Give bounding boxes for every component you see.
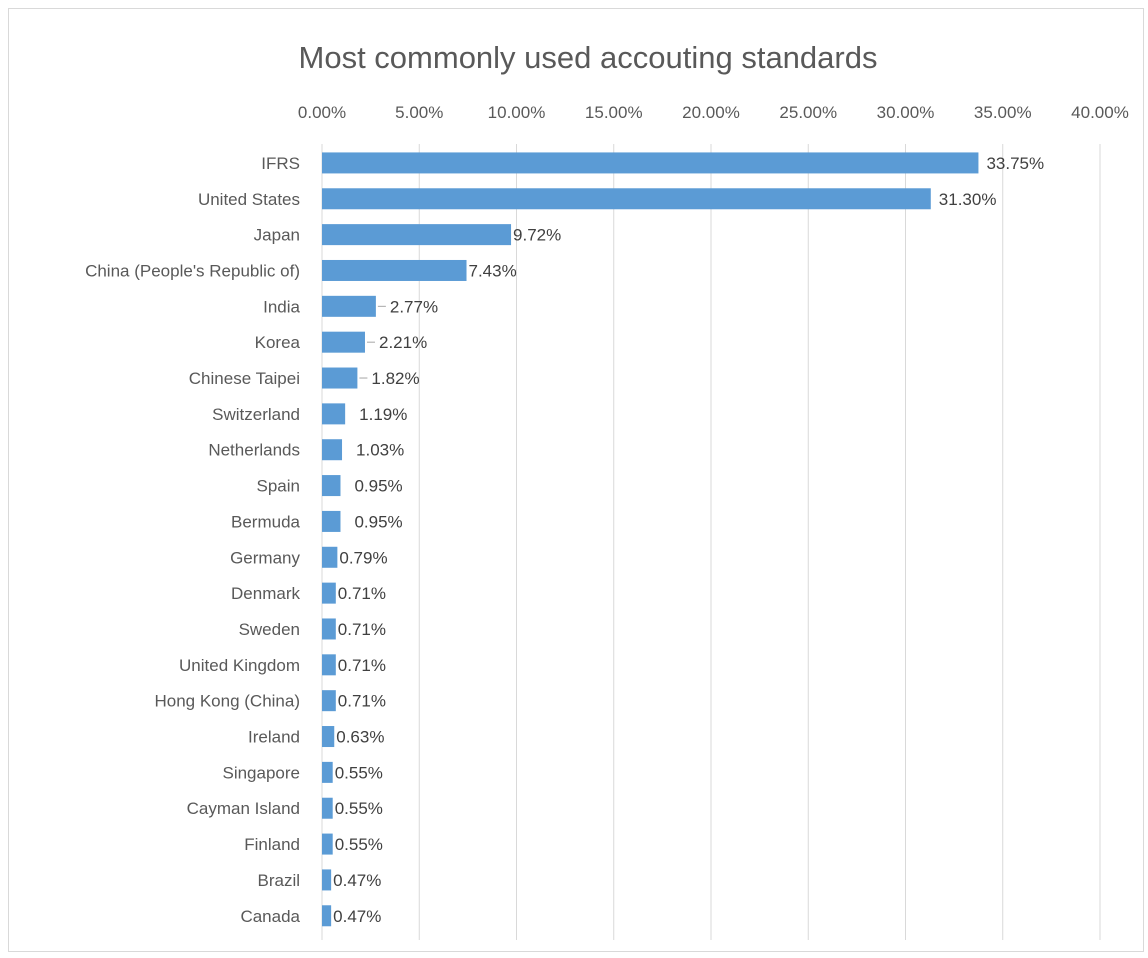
category-label: Bermuda <box>231 512 301 531</box>
data-label: 7.43% <box>469 261 517 280</box>
bar <box>322 259 467 281</box>
chart-frame <box>8 8 1144 952</box>
category-label: Cayman Island <box>187 799 300 818</box>
x-tick-label: 40.00% <box>1071 103 1129 122</box>
category-label: United States <box>198 190 300 209</box>
x-tick-label: 0.00% <box>298 103 346 122</box>
x-tick-label: 35.00% <box>974 103 1032 122</box>
data-label: 2.21% <box>379 333 427 352</box>
category-label: Sweden <box>239 620 300 639</box>
bar <box>322 152 979 174</box>
data-label: 0.55% <box>335 835 383 854</box>
data-label: 2.77% <box>390 297 438 316</box>
x-tick-label: 5.00% <box>395 103 443 122</box>
category-label: Ireland <box>248 728 300 747</box>
bar <box>322 331 365 353</box>
category-label: Hong Kong (China) <box>154 692 300 711</box>
category-labels: IFRS United States Japan China (People's Re… <box>85 154 300 926</box>
category-label: Japan <box>254 226 300 245</box>
data-label: 0.63% <box>336 728 384 747</box>
bar <box>322 690 336 712</box>
data-label: 0.55% <box>335 799 383 818</box>
x-tick-label: 15.00% <box>585 103 643 122</box>
data-label: 0.95% <box>354 512 402 531</box>
data-label: 0.71% <box>338 656 386 675</box>
bar <box>322 546 338 568</box>
bar <box>322 403 346 425</box>
x-tick-label: 30.00% <box>877 103 935 122</box>
data-label: 1.03% <box>356 441 404 460</box>
bar <box>322 905 332 927</box>
bar <box>322 582 336 604</box>
data-label: 0.71% <box>338 620 386 639</box>
category-label: Netherlands <box>208 441 300 460</box>
bar <box>322 224 512 246</box>
bar <box>322 726 335 748</box>
data-label: 9.72% <box>513 226 561 245</box>
x-tick-label: 20.00% <box>682 103 740 122</box>
bar <box>322 797 333 819</box>
category-label: Korea <box>255 333 301 352</box>
bar <box>322 510 341 532</box>
data-label: 0.95% <box>354 477 402 496</box>
bar <box>322 761 333 783</box>
data-label: 31.30% <box>939 190 997 209</box>
x-axis-ticks: 0.00% 5.00% 10.00% 15.00% 20.00% 25.00% 30.00%… <box>298 103 1129 122</box>
bar <box>322 475 341 497</box>
category-label: IFRS <box>261 154 300 173</box>
data-label: 1.19% <box>359 405 407 424</box>
data-label: 1.82% <box>371 369 419 388</box>
bar <box>322 295 376 317</box>
bars <box>322 152 979 927</box>
category-label: Finland <box>244 835 300 854</box>
category-label: India <box>263 297 300 316</box>
data-label: 0.55% <box>335 763 383 782</box>
category-label: Canada <box>240 907 300 926</box>
data-labels: 33.75% 31.30% 9.72% 7.43% 2.77% 2.21% 1.82% 1.1… <box>333 154 1044 926</box>
category-label: Chinese Taipei <box>189 369 300 388</box>
chart-title: Most commonly used accouting standards <box>299 40 878 75</box>
bar <box>322 367 358 389</box>
bar <box>322 439 343 461</box>
data-label: 0.47% <box>333 907 381 926</box>
data-label: 0.79% <box>339 548 387 567</box>
category-label: Denmark <box>231 584 300 603</box>
category-label: China (People's Republic of) <box>85 261 300 280</box>
bar <box>322 869 332 891</box>
category-label: Singapore <box>222 763 300 782</box>
category-label: Brazil <box>257 871 300 890</box>
bar <box>322 833 333 855</box>
category-label: Spain <box>257 477 300 496</box>
category-label: Germany <box>230 548 300 567</box>
data-label: 0.71% <box>338 584 386 603</box>
data-label: 0.71% <box>338 692 386 711</box>
bar <box>322 188 931 210</box>
data-label: 0.47% <box>333 871 381 890</box>
bar <box>322 654 336 676</box>
category-label: United Kingdom <box>179 656 300 675</box>
category-label: Switzerland <box>212 405 300 424</box>
x-tick-label: 10.00% <box>488 103 546 122</box>
bar <box>322 618 336 640</box>
x-tick-label: 25.00% <box>779 103 837 122</box>
data-label: 33.75% <box>986 154 1044 173</box>
